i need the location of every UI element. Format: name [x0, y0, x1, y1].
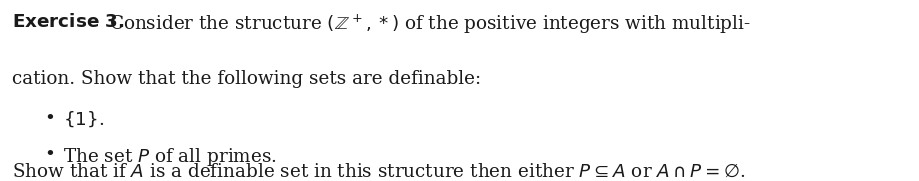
Text: $\mathbf{Exercise\ 3.}$: $\mathbf{Exercise\ 3.}$	[12, 13, 124, 31]
Text: The set $P$ of all primes.: The set $P$ of all primes.	[62, 146, 276, 168]
Text: •: •	[44, 146, 55, 164]
Text: Consider the structure $(\mathbb{Z}^+, *)$ of the positive integers with multipl: Consider the structure $(\mathbb{Z}^+, *…	[108, 13, 750, 36]
Text: cation. Show that the following sets are definable:: cation. Show that the following sets are…	[12, 70, 481, 88]
Text: •: •	[44, 110, 55, 127]
Text: $\{1\}$.: $\{1\}$.	[62, 110, 104, 129]
Text: Show that if $A$ is a definable set in this structure then either $P \subseteq A: Show that if $A$ is a definable set in t…	[12, 163, 744, 181]
